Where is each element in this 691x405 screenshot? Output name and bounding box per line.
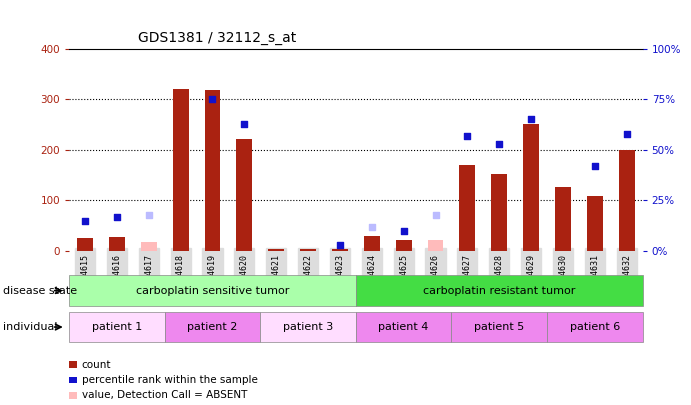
Bar [69,377,77,383]
Bar [236,139,252,251]
Bar [109,237,125,251]
Point [589,163,600,169]
Text: patient 4: patient 4 [379,322,429,332]
Text: carboplatin sensitive tumor: carboplatin sensitive tumor [136,286,289,296]
Text: carboplatin resistant tumor: carboplatin resistant tumor [423,286,576,296]
Bar [618,150,634,251]
Bar [268,249,284,251]
Point [398,228,409,234]
Point [79,217,91,224]
Bar [428,240,444,251]
Point [462,132,473,139]
Bar [491,174,507,251]
Text: value, Detection Call = ABSENT: value, Detection Call = ABSENT [82,390,247,400]
Bar [205,90,220,251]
Bar [69,361,77,368]
Text: patient 5: patient 5 [474,322,524,332]
Point [207,96,218,102]
Bar [460,165,475,251]
Bar [141,242,157,251]
Text: count: count [82,360,111,369]
Bar [555,187,571,251]
Text: patient 2: patient 2 [187,322,238,332]
Bar [523,124,539,251]
Text: disease state: disease state [3,286,77,296]
Point [111,213,122,220]
Point [334,242,346,248]
Bar [396,240,412,251]
Bar [77,239,93,251]
Bar [587,196,603,251]
Point [526,116,537,123]
Text: percentile rank within the sample: percentile rank within the sample [82,375,258,385]
Point [430,211,441,218]
Bar [332,249,348,251]
Point [239,120,250,127]
Text: individual: individual [3,322,58,332]
Bar [173,89,189,251]
Bar [300,249,316,251]
Text: GDS1381 / 32112_s_at: GDS1381 / 32112_s_at [138,31,296,45]
Point [143,211,154,218]
Text: patient 1: patient 1 [92,322,142,332]
Bar [69,392,77,399]
Text: patient 3: patient 3 [283,322,333,332]
Bar [364,236,380,251]
Text: patient 6: patient 6 [569,322,620,332]
Point [621,130,632,137]
Point [493,141,504,147]
Point [366,224,377,230]
